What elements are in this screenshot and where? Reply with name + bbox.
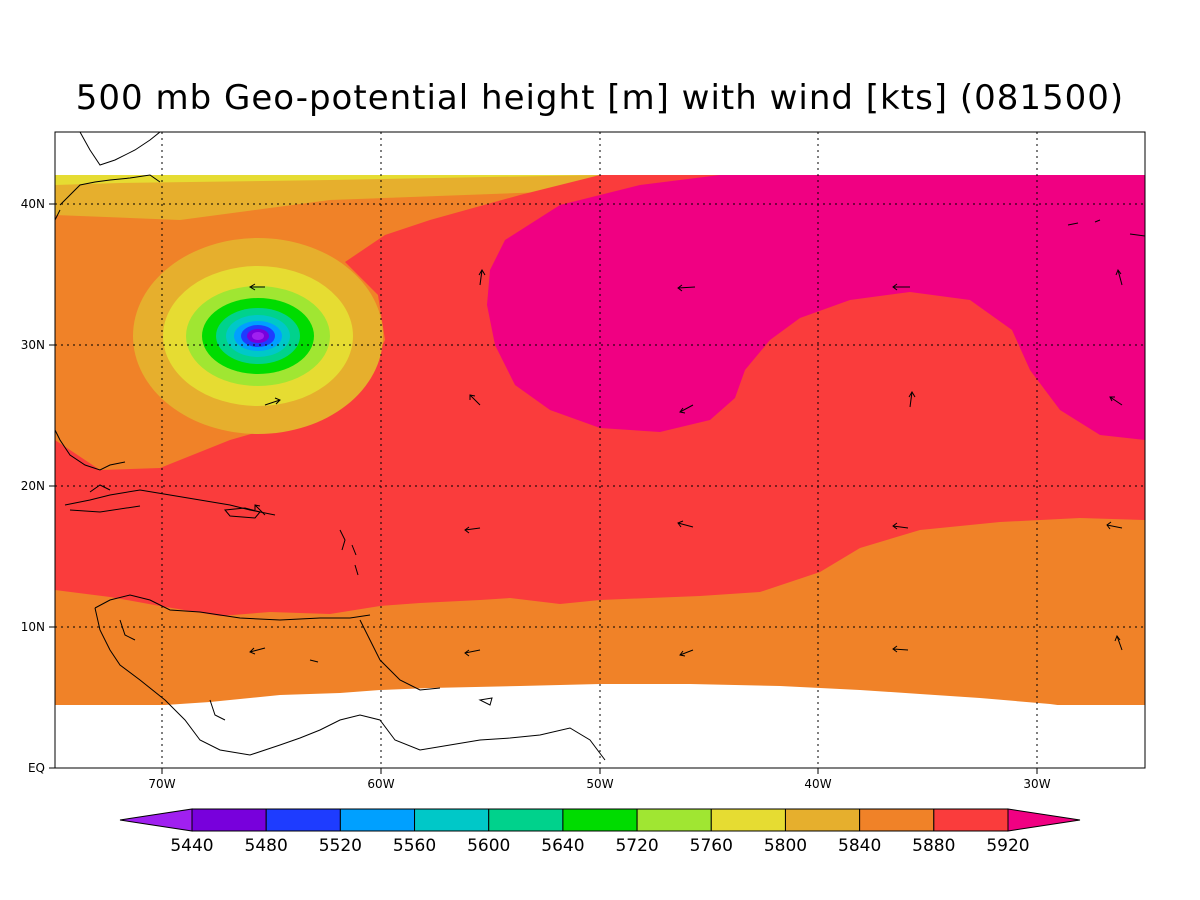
- colorbar-swatch: [562, 808, 638, 832]
- gridlines: [55, 132, 1145, 768]
- colorbar-swatch: [933, 808, 1009, 832]
- contour-5840-top: [55, 175, 600, 220]
- colorbar-label: 5520: [319, 836, 362, 856]
- wind-arrow: [1115, 268, 1123, 286]
- wind-arrow: [264, 397, 281, 406]
- colorbar-swatch: [488, 808, 564, 832]
- wind-arrow: [464, 649, 481, 657]
- wind-arrow: [249, 647, 266, 655]
- wind-arrow: [469, 394, 481, 406]
- contour-fill-layer: [55, 175, 1145, 768]
- colorbar-swatch: [710, 808, 786, 832]
- colorbar-swatch: [636, 808, 712, 832]
- colorbar-low-extend: [119, 808, 193, 832]
- wind-arrow: [677, 284, 696, 292]
- wind-arrow: [1106, 521, 1123, 530]
- colorbar-label: 5920: [986, 836, 1029, 856]
- wind-arrow: [1109, 396, 1123, 406]
- wind-arrow: [892, 522, 909, 530]
- colorbar-label: 5560: [393, 836, 436, 856]
- wind-arrow: [254, 504, 266, 516]
- colorbar-swatch: [265, 808, 341, 832]
- colorbar-high-extend: [1007, 808, 1081, 832]
- colorbar-label: 5760: [690, 836, 733, 856]
- wind-arrow: [679, 649, 694, 657]
- colorbar-swatch: [414, 808, 490, 832]
- colorbar-label: 5480: [245, 836, 288, 856]
- wind-arrows: [249, 268, 1123, 657]
- wind-arrow: [677, 520, 694, 528]
- lat-label-40n: 40N: [21, 197, 45, 211]
- lat-label-20n: 20N: [21, 479, 45, 493]
- wind-arrow: [464, 526, 481, 534]
- colorbar-swatch: [784, 808, 861, 832]
- wind-arrow: [908, 391, 916, 408]
- colorbar-label: 5600: [467, 836, 510, 856]
- lon-label-60w: 60W: [367, 777, 394, 791]
- lon-label-30w: 30W: [1023, 777, 1050, 791]
- colorbar-label: 5880: [912, 836, 955, 856]
- colorbar-label: 5440: [170, 836, 213, 856]
- chart-title: 500 mb Geo-potential height [m] with win…: [75, 78, 1125, 118]
- colorbar-swatch: [191, 808, 267, 832]
- colorbar-swatch: [859, 808, 935, 832]
- islands: [309, 219, 1146, 663]
- colorbar-label: 5800: [764, 836, 807, 856]
- lat-label-10n: 10N: [21, 620, 45, 634]
- contour-5440-low: [252, 332, 264, 340]
- wind-arrow: [892, 283, 910, 291]
- contour-5920: [487, 175, 1145, 440]
- lon-label-40w: 40W: [804, 777, 831, 791]
- lat-label-30n: 30N: [21, 338, 45, 352]
- wind-arrow: [679, 404, 694, 414]
- wind-arrow: [1114, 634, 1123, 651]
- wind-arrow: [892, 645, 909, 653]
- colorbar-legend: 5440 5480 5520 5560 5600 5640 5720 5760 5800 5840…: [119, 808, 1081, 856]
- colorbar-label: 5840: [838, 836, 881, 856]
- colorbar-label: 5640: [541, 836, 584, 856]
- wind-arrow: [249, 283, 265, 291]
- lon-label-70w: 70W: [148, 777, 175, 791]
- colorbar-swatch: [339, 808, 416, 832]
- lon-label-50w: 50W: [586, 777, 613, 791]
- wind-arrow: [478, 269, 486, 286]
- coastlines: [55, 132, 606, 761]
- tick-marks: [49, 203, 1038, 774]
- colorbar-label: 5720: [615, 836, 658, 856]
- lat-label-eq: EQ: [28, 761, 45, 775]
